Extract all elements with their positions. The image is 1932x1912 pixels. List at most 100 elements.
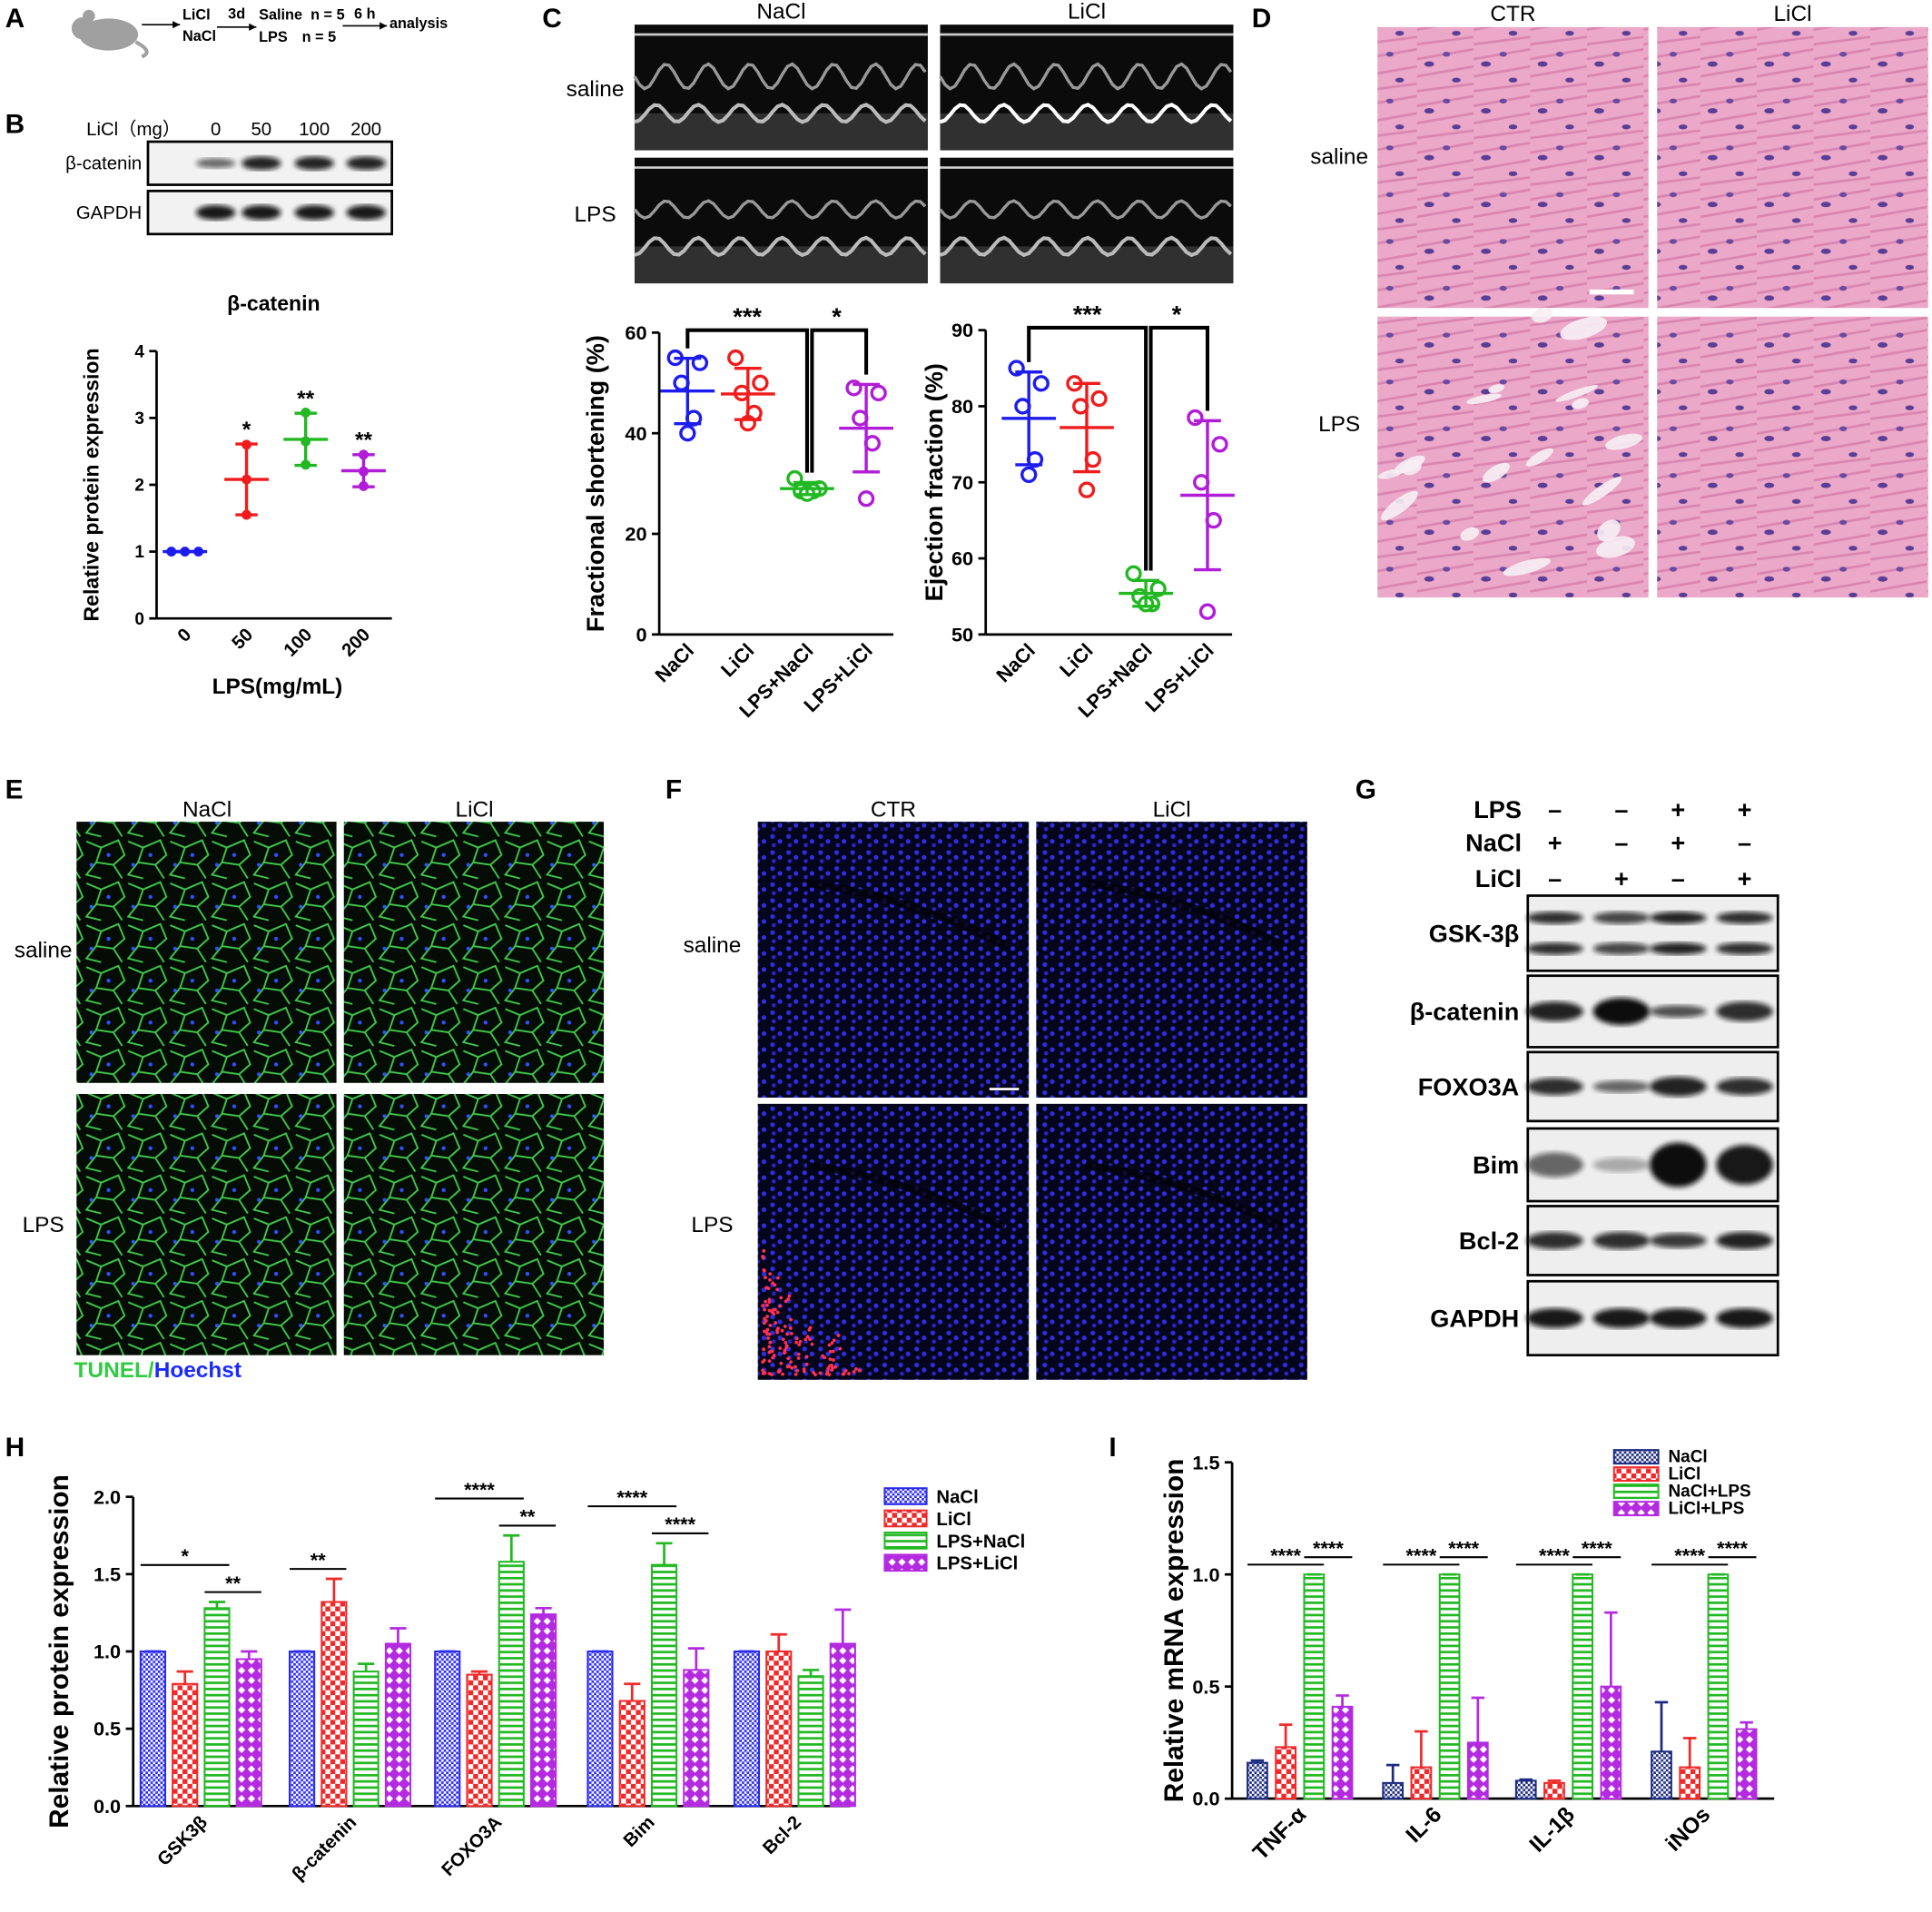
label: + [1671,829,1685,857]
apoptotic-dot [772,1353,776,1357]
apoptotic-dot [763,1307,766,1312]
panel-label: A [5,4,25,34]
significance-bracket [685,328,809,473]
bar [1382,1781,1405,1800]
significance: **** [665,1513,695,1535]
apoptotic-dot [779,1296,784,1300]
apoptotic-dot [784,1345,789,1349]
label: LPS [574,202,616,227]
blot-band [1716,1001,1773,1021]
apoptotic-dot [765,1315,770,1318]
apoptotic-dot [766,1336,770,1340]
apoptotic-dot [842,1371,846,1375]
bar [235,1658,262,1808]
bar [1438,1573,1461,1800]
apoptotic-dot [779,1361,784,1365]
apoptotic-dot [767,1308,772,1313]
bar [352,1671,380,1808]
tissue-gap [1525,448,1553,467]
arrow-head [249,23,257,31]
significance: * [1172,301,1182,329]
blot-band [1592,912,1651,924]
significance: *** [1073,301,1102,329]
y-axis-label: Fractional shortening (%) [581,335,609,632]
legend-label: NaCl [1668,1448,1707,1467]
tissue-gap [1460,527,1480,541]
apoptotic-dot [833,1365,838,1369]
tissue-fold [1085,879,1285,949]
blot-band [1592,1080,1651,1093]
significance-bracket [810,328,869,473]
blot-band [1650,1308,1707,1328]
apoptotic-dot [761,1255,765,1258]
stain-legend: TUNEL/Hoechst [74,1358,242,1383]
y-tick-label: 0.5 [1192,1675,1219,1698]
tissue-fold [806,879,1006,949]
apoptotic-dot [761,1368,765,1373]
apoptotic-dot [764,1318,768,1323]
label: Bcl-2 [1459,1227,1519,1255]
significance: ** [355,429,372,453]
label: 3d [228,5,245,22]
tunel-image [343,822,605,1083]
apoptotic-dot [761,1360,765,1364]
label: LiCl [182,7,211,24]
apoptotic-dot [781,1337,785,1342]
x-tick-label: IL-6 [1402,1802,1447,1848]
bar [1275,1746,1297,1800]
blot-box [1526,894,1779,972]
apoptotic-dot [788,1326,793,1330]
label: – [1548,795,1562,823]
bar [1331,1705,1354,1800]
significance: **** [616,1485,647,1508]
legend-label: LiCl [1668,1465,1700,1484]
apoptotic-dot [781,1372,784,1376]
significance: *** [733,302,762,330]
significance: * [181,1544,189,1567]
nuclear-image [757,822,1030,1099]
label: CTR [1490,2,1535,26]
blot-band [294,156,334,171]
blot-band [1526,1078,1583,1096]
significance: **** [1405,1544,1436,1567]
apoptotic-dot [784,1341,788,1345]
tissue-fold [806,1161,1006,1231]
significance: **** [1270,1544,1301,1567]
apoptotic-dot [808,1337,812,1342]
significance: **** [1448,1536,1479,1559]
apoptotic-dot [768,1272,773,1276]
bar [733,1650,761,1808]
blot-band [195,158,236,169]
apoptotic-dot [794,1365,797,1369]
apoptotic-dot [762,1248,766,1253]
label: LPS [1318,412,1360,437]
bar [498,1561,525,1808]
legend-label: NaCl+LPS [1668,1483,1750,1502]
x-tick-label: 100 [281,625,317,661]
label: GSK-3β [1429,919,1519,947]
data-point [1198,603,1217,620]
tissue-gap [1482,462,1510,483]
apoptotic-dot [777,1368,782,1373]
mouse-head [71,16,94,40]
apoptotic-dot [763,1371,767,1375]
x-tick-label: iNOs [1661,1802,1715,1856]
stain-name: TUNEL [74,1358,148,1383]
bar [1514,1779,1537,1800]
blot-band [1592,998,1651,1025]
label: LiCl [1153,798,1191,823]
x-tick-label: LiCl [716,639,759,682]
tissue-gap [1555,385,1599,402]
label: 200 [350,120,381,140]
data-point [1032,375,1050,392]
tissue-gap [1401,459,1422,476]
apoptotic-dot [785,1332,789,1336]
echo-wave [939,199,1232,221]
echo-wave [634,103,927,124]
legend-swatch [1612,1501,1660,1517]
blot-band [294,204,334,221]
legend-swatch [883,1487,928,1505]
y-tick-label: 60 [625,321,646,344]
blot-band [346,156,386,171]
bar [139,1650,166,1808]
